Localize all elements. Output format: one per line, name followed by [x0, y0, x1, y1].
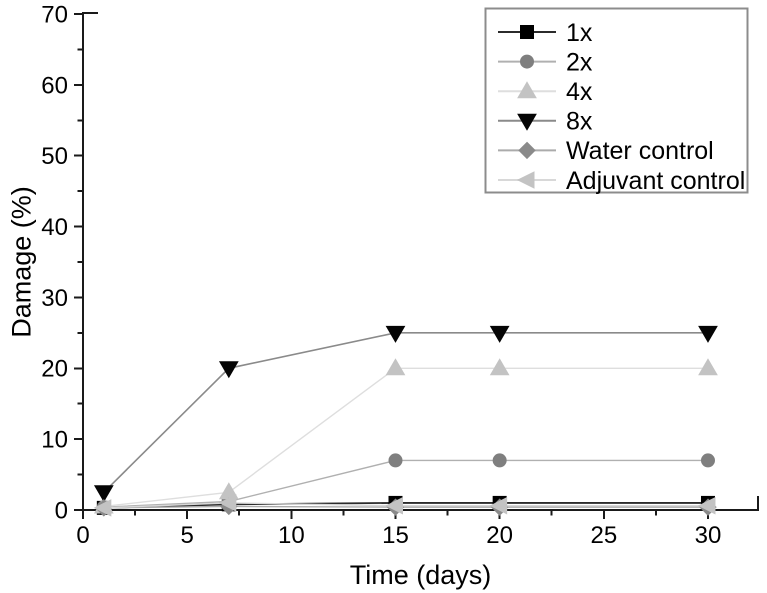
legend-item-water-control: Water control	[498, 137, 714, 165]
axis-ticks	[74, 13, 709, 519]
marker-adjuvant-control	[489, 496, 508, 515]
legend-item-8x: 8x	[498, 108, 593, 136]
x-tick-label: 30	[695, 522, 722, 549]
y-tick-label: 30	[41, 285, 68, 312]
legend-item-2x: 2x	[498, 48, 593, 76]
marker-4x	[698, 358, 718, 376]
marker-2x	[492, 453, 507, 468]
series-line	[103, 505, 708, 509]
y-axis-label: Damage (%)	[6, 186, 37, 338]
y-tick-label: 20	[41, 356, 68, 383]
legend-item-adjuvant-control: Adjuvant control	[498, 167, 745, 195]
legend-marker-triangle-up	[517, 81, 537, 99]
y-tick-label: 40	[41, 214, 68, 241]
y-tick-label: 70	[41, 1, 68, 28]
legend-label: Adjuvant control	[566, 167, 745, 195]
marker-8x	[698, 325, 718, 343]
series-line	[103, 367, 708, 508]
x-tick-label: 20	[486, 522, 513, 549]
marker-adjuvant-control	[697, 496, 716, 515]
legend-marker-triangle-down	[517, 113, 537, 131]
series-8x	[93, 325, 718, 503]
x-tick-label: 25	[590, 522, 617, 549]
marker-adjuvant-control	[385, 496, 403, 515]
marker-2x	[388, 453, 403, 468]
legend-item-1x: 1x	[498, 19, 593, 47]
legend-label: Water control	[566, 137, 714, 165]
marker-8x	[385, 325, 406, 343]
series-adjuvant-control	[93, 494, 716, 517]
legend-label: 2x	[566, 48, 593, 76]
series-line	[103, 459, 708, 508]
legend-label: 1x	[566, 19, 593, 47]
legend-marker-triangle-left	[516, 171, 535, 189]
legend-box	[484, 7, 749, 194]
y-tick-label: 60	[41, 72, 68, 99]
marker-4x	[385, 358, 406, 376]
y-tick-label: 10	[41, 427, 68, 454]
y-tick-label: 50	[41, 143, 68, 170]
x-axis-label: Time (days)	[349, 560, 492, 590]
marker-4x	[489, 358, 510, 376]
tick-labels: 0 10 20 30 40 50 60 70 0 5 10 15 20 25 30	[41, 1, 721, 549]
series-4x	[93, 358, 718, 514]
legend-label: 8x	[566, 108, 593, 136]
marker-8x	[489, 325, 510, 343]
legend-marker-square	[520, 25, 534, 39]
legend-marker-circle	[520, 54, 534, 69]
marker-2x	[700, 453, 715, 468]
x-tick-label: 5	[180, 522, 193, 549]
legend-label: 4x	[566, 78, 593, 106]
series-water-control	[95, 497, 717, 517]
marker-8x	[93, 485, 114, 503]
series-line	[103, 332, 708, 493]
y-tick-label: 0	[55, 497, 68, 524]
marker-8x	[218, 361, 239, 379]
marker-adjuvant-control	[218, 494, 237, 512]
x-tick-label: 0	[76, 522, 89, 549]
x-tick-label: 15	[382, 522, 409, 549]
marker-adjuvant-control	[93, 499, 112, 517]
legend-marker-diamond	[518, 141, 536, 160]
legend-item-4x: 4x	[498, 78, 593, 106]
x-tick-label: 10	[278, 522, 305, 549]
